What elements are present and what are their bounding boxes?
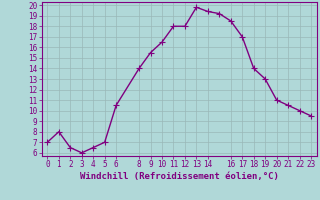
X-axis label: Windchill (Refroidissement éolien,°C): Windchill (Refroidissement éolien,°C) (80, 172, 279, 181)
